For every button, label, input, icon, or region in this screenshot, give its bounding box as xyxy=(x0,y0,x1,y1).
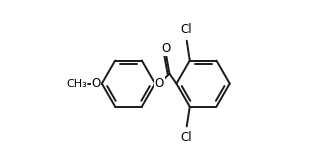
Text: O: O xyxy=(155,77,164,90)
Text: Cl: Cl xyxy=(180,23,192,36)
Text: Cl: Cl xyxy=(180,131,192,144)
Text: O: O xyxy=(92,77,101,90)
Text: O: O xyxy=(161,42,170,55)
Text: CH₃: CH₃ xyxy=(66,79,87,89)
